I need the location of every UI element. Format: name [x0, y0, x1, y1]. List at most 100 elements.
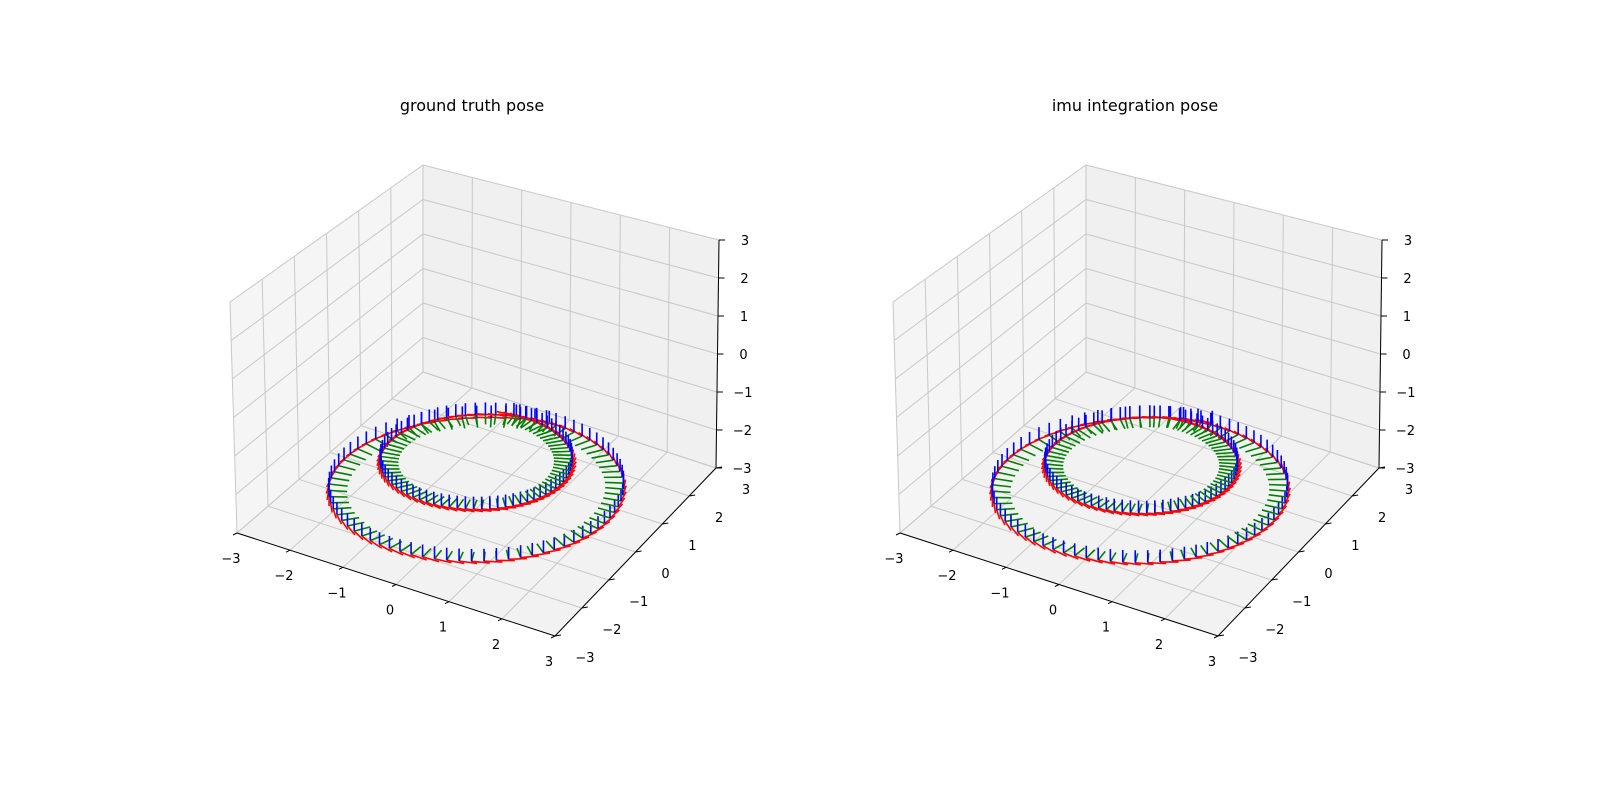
- pose-frame: [551, 461, 577, 476]
- pose-x-axis: [1033, 540, 1046, 550]
- pose-x-axis: [1284, 493, 1291, 504]
- pose-y-axis: [605, 486, 624, 490]
- y-tick-label: 1: [688, 539, 696, 554]
- pose-y-axis: [1046, 454, 1065, 460]
- x-tick-label: 1: [1102, 621, 1110, 636]
- pose-y-axis: [577, 525, 592, 535]
- pose-x-axis: [481, 508, 501, 512]
- pose-x-axis: [1063, 552, 1079, 560]
- pose-y-axis: [599, 464, 618, 469]
- pose-x-axis: [334, 459, 345, 469]
- pose-x-axis: [1261, 522, 1275, 532]
- pose-y-axis: [1093, 424, 1104, 434]
- pose-y-axis: [1129, 503, 1136, 514]
- pose-x-axis: [400, 490, 412, 501]
- pose-y-axis: [1020, 448, 1036, 457]
- x-tick: [895, 532, 901, 536]
- pose-x-axis: [341, 520, 349, 531]
- pose-y-axis: [1166, 418, 1172, 429]
- pose-y-axis: [1219, 464, 1238, 469]
- pose-x-axis: [1045, 472, 1048, 483]
- pose-x-axis: [1077, 500, 1091, 510]
- pose-y-axis: [331, 477, 350, 482]
- pose-x-axis: [471, 560, 490, 564]
- y-tick: [1352, 494, 1359, 497]
- pose-frame: [334, 447, 361, 469]
- pose-frame: [1002, 442, 1030, 464]
- pose-x-axis: [997, 459, 1008, 470]
- pose-frame: [1055, 475, 1075, 498]
- pose-y-axis: [1056, 484, 1075, 489]
- pose-trajectory: [325, 402, 628, 565]
- pose-y-axis: [474, 414, 478, 425]
- pose-y-axis: [1194, 492, 1206, 503]
- pose-y-axis: [1255, 456, 1273, 462]
- pose-y-axis: [1215, 451, 1234, 455]
- pose-y-axis: [1190, 427, 1203, 436]
- pose-x-axis: [1154, 511, 1174, 515]
- pose-x-axis: [1052, 548, 1068, 557]
- pose-x-axis: [1172, 559, 1191, 562]
- pose-y-axis: [1138, 417, 1143, 428]
- pose-frame: [1065, 482, 1083, 505]
- pose-x-axis: [539, 491, 556, 499]
- y-tick: [1271, 578, 1278, 581]
- pose-y-axis: [532, 427, 548, 435]
- grid-line: [391, 398, 690, 497]
- y-tick: [662, 522, 669, 525]
- pose-x-axis: [1217, 546, 1235, 553]
- pose-x-axis: [395, 487, 406, 498]
- pose-x-axis: [406, 493, 419, 504]
- pose-y-axis: [1165, 418, 1170, 429]
- plot-title: imu integration pose: [1052, 96, 1218, 115]
- pose-trajectory: [988, 405, 1292, 566]
- pose-y-axis: [1065, 435, 1081, 444]
- pose-y-axis: [455, 416, 462, 427]
- left-pane: [893, 165, 1086, 533]
- pose-y-axis: [992, 484, 1012, 488]
- back-pane: [423, 165, 719, 468]
- pose-x-axis: [564, 540, 581, 547]
- pose-y-axis: [536, 430, 552, 437]
- pose-x-axis: [614, 503, 624, 514]
- pose-y-axis: [336, 511, 355, 516]
- pose-frame: [495, 495, 517, 509]
- y-tick-label: 3: [742, 483, 750, 498]
- x-tick-label: −1: [990, 586, 1009, 601]
- pose-y-axis: [1218, 538, 1229, 549]
- pose-x-axis: [1065, 494, 1077, 505]
- pose-x-axis: [1170, 509, 1189, 512]
- pose-y-axis: [553, 457, 573, 460]
- pose-frame: [445, 547, 465, 565]
- pose-y-axis: [547, 475, 564, 483]
- pose-x-axis: [489, 507, 509, 511]
- pose-frame: [339, 441, 366, 463]
- pose-y-axis: [1209, 427, 1221, 437]
- pose-y-axis: [1261, 509, 1279, 516]
- pose-x-axis: [573, 536, 590, 544]
- pose-x-axis: [586, 435, 598, 446]
- pose-y-axis: [1268, 483, 1288, 487]
- pose-frame: [1085, 545, 1103, 564]
- pose-frame: [456, 495, 475, 513]
- grid-line: [893, 199, 1087, 341]
- pose-y-axis: [539, 433, 557, 440]
- pose-frame: [1113, 498, 1132, 517]
- pose-x-axis: [336, 514, 343, 525]
- pose-x-axis: [593, 440, 604, 451]
- pose-y-axis: [542, 436, 560, 442]
- pose-y-axis: [1172, 420, 1181, 430]
- x-tick: [550, 635, 556, 639]
- pose-x-axis: [496, 410, 515, 417]
- pose-y-axis: [548, 443, 567, 447]
- pose-x-axis: [513, 502, 532, 507]
- pose-y-axis: [1179, 498, 1187, 509]
- pose-y-axis: [604, 481, 624, 484]
- pose-frame: [1218, 447, 1238, 461]
- pose-x-axis: [369, 539, 383, 549]
- pose-frame: [1209, 538, 1235, 553]
- pose-x-axis: [483, 560, 503, 563]
- pose-y-axis: [1121, 502, 1130, 513]
- pose-y-axis: [506, 414, 515, 425]
- y-tick-label: 2: [1378, 511, 1386, 526]
